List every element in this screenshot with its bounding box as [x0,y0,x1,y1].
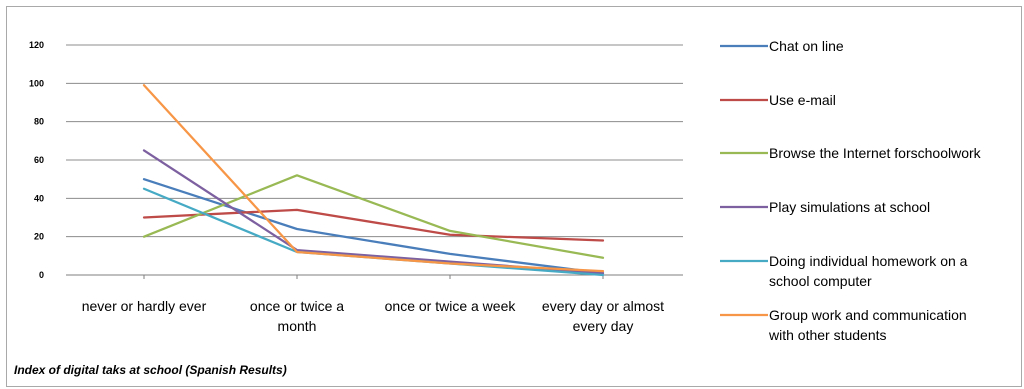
legend-label: school computer [769,273,872,289]
y-tick-label: 80 [34,117,44,127]
legend-label: Doing individual homework on a [769,253,968,269]
legend-label: Chat on line [769,38,844,54]
series-line [142,208,605,242]
y-axis-ticks: 0 20 40 60 80 100 120 [29,40,44,280]
x-tick-label: every day [573,318,634,334]
series-lines [142,84,605,277]
chart-frame [6,6,1022,387]
gridlines [66,44,683,279]
legend-label: Group work and communication [769,307,967,323]
series-line [142,149,605,275]
chart-caption: Index of digital taks at school (Spanish… [14,363,287,377]
x-tick-label: every day or almost [542,298,664,314]
y-tick-label: 60 [34,155,44,165]
legend: Chat on line Use e-mail Browse the Interne… [720,38,982,343]
x-axis-categories: never or hardly ever once or twice a month… [82,298,664,334]
y-tick-label: 40 [34,193,44,203]
x-tick-label: once or twice a [250,298,344,314]
legend-label: Play simulations at school [769,199,930,215]
legend-label: Use e-mail [769,92,836,108]
series-line [142,84,605,273]
y-tick-label: 100 [29,78,44,88]
legend-label: Browse the Internet forschoolwork [769,145,982,161]
series-line [142,174,605,259]
y-tick-label: 0 [39,270,44,280]
legend-label: with other students [768,327,887,343]
y-tick-label: 120 [29,40,44,50]
y-tick-label: 20 [34,232,44,242]
series-line [142,178,605,275]
x-tick-label: month [278,318,317,334]
x-tick-label: never or hardly ever [82,298,207,314]
x-tick-label: once or twice a week [385,298,517,314]
